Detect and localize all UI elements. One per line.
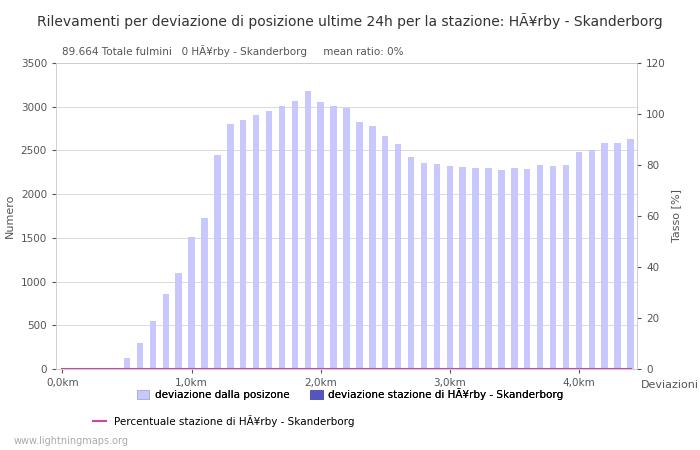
Bar <box>498 170 505 369</box>
Bar <box>550 166 556 369</box>
Bar <box>615 143 621 369</box>
Bar <box>447 166 453 369</box>
Bar <box>188 237 195 369</box>
Bar <box>382 136 389 369</box>
Bar <box>485 168 492 369</box>
Bar <box>575 152 582 369</box>
Bar <box>395 144 401 369</box>
Bar <box>330 106 337 369</box>
Bar <box>214 155 220 369</box>
Bar <box>343 108 350 369</box>
Bar <box>317 102 324 369</box>
Bar <box>292 101 298 369</box>
Bar <box>369 126 376 369</box>
Bar <box>537 165 543 369</box>
Bar <box>473 168 479 369</box>
Text: Deviazioni: Deviazioni <box>640 380 699 390</box>
Bar <box>601 143 608 369</box>
Bar <box>356 122 363 369</box>
Bar <box>202 218 208 369</box>
Bar <box>524 169 531 369</box>
Legend: deviazione dalla posizone, deviazione stazione di HÃ¥rby - Skanderborg: deviazione dalla posizone, deviazione st… <box>133 384 567 404</box>
Bar <box>240 120 246 369</box>
Bar <box>408 158 414 369</box>
Bar <box>176 273 182 369</box>
Bar <box>162 294 169 369</box>
Bar <box>253 116 260 369</box>
Text: Rilevamenti per deviazione di posizione ultime 24h per la stazione: HÃ¥rby - Ska: Rilevamenti per deviazione di posizione … <box>37 14 663 29</box>
Bar <box>136 343 144 369</box>
Bar <box>266 111 272 369</box>
Bar <box>227 124 234 369</box>
Y-axis label: Numero: Numero <box>5 194 15 238</box>
Bar <box>304 91 311 369</box>
Bar <box>124 358 130 369</box>
Bar <box>459 167 466 369</box>
Y-axis label: Tasso [%]: Tasso [%] <box>671 189 681 243</box>
Bar <box>279 106 285 369</box>
Bar <box>511 168 517 369</box>
Bar <box>421 162 427 369</box>
Bar <box>563 165 569 369</box>
Bar <box>627 139 634 369</box>
Bar <box>589 149 595 369</box>
Bar <box>434 164 440 369</box>
Text: 89.664 Totale fulmini   0 HÃ¥rby - Skanderborg     mean ratio: 0%: 89.664 Totale fulmini 0 HÃ¥rby - Skander… <box>62 45 403 57</box>
Legend: Percentuale stazione di HÃ¥rby - Skanderborg: Percentuale stazione di HÃ¥rby - Skander… <box>89 411 359 431</box>
Bar <box>150 321 156 369</box>
Text: www.lightningmaps.org: www.lightningmaps.org <box>14 436 129 446</box>
